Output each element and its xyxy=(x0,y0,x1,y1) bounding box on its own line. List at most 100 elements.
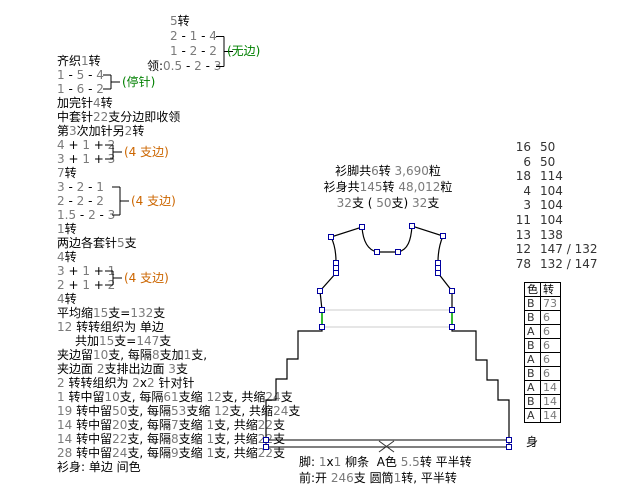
instruction-line: 衫身: 单边 间色 xyxy=(57,460,141,474)
neck-shaping-line: 2 - 1 - 4 xyxy=(170,29,217,43)
instruction-line: 1转 xyxy=(57,222,77,236)
rounds-stitch-row: 4 104 xyxy=(505,184,597,199)
instruction-line: 齐织1转 xyxy=(57,54,101,68)
instruction-line: 2 - 2 - 2 xyxy=(57,194,104,208)
rounds-stitch-row: 3 104 xyxy=(505,198,597,213)
instruction-line: 加完针4转 xyxy=(57,96,113,110)
piece-totals-line: 衫脚共6转 3,690粒 xyxy=(335,164,441,178)
rounds-stitch-row: 11 104 xyxy=(505,213,597,228)
node-marker[interactable] xyxy=(374,249,380,255)
node-marker[interactable] xyxy=(435,265,441,271)
color-table-row: A 14 xyxy=(524,408,561,423)
node-marker[interactable] xyxy=(319,307,325,313)
rounds-cell: 6 xyxy=(540,352,561,367)
instruction-line: 1 - 5 - 4 xyxy=(57,68,104,82)
instruction-line: 12 转转组织为 单边 xyxy=(57,320,164,334)
selection-markers xyxy=(263,223,512,450)
rounds-value: 11 xyxy=(515,212,531,227)
stitches-value: 138 xyxy=(540,227,563,242)
node-marker[interactable] xyxy=(319,324,325,330)
color-table-header-row: 色 转 xyxy=(524,282,561,297)
rounds-cell: 6 xyxy=(540,366,561,381)
stitches-value: 104 xyxy=(540,198,563,213)
rounds-column-header: 转 xyxy=(540,282,561,297)
node-marker[interactable] xyxy=(409,223,415,229)
rounds-stitch-row: 18 114 xyxy=(505,169,597,184)
node-marker[interactable] xyxy=(263,437,269,443)
stop-needle-bracket xyxy=(103,74,120,90)
node-marker[interactable] xyxy=(506,444,512,450)
rounds-value: 16 xyxy=(515,140,531,154)
node-marker[interactable] xyxy=(263,444,269,450)
node-marker[interactable] xyxy=(449,324,455,330)
instruction-line: 14 转中留20支, 每隔7支缩 1支, 共缩22支 xyxy=(57,418,286,432)
edge4-annotation-b: (4 支边) xyxy=(131,194,176,208)
node-marker[interactable] xyxy=(435,260,441,266)
rounds-value: 6 xyxy=(523,154,531,169)
stitches-value: 147 / 132 xyxy=(540,242,598,257)
garment-outline xyxy=(265,225,510,440)
neck-bracket xyxy=(216,36,233,67)
instruction-line: 7转 xyxy=(57,166,77,180)
node-marker[interactable] xyxy=(333,270,339,276)
node-marker[interactable] xyxy=(440,233,446,239)
instruction-line: 4转 xyxy=(57,292,77,306)
color-cell: A xyxy=(524,380,541,395)
rounds-stitch-row: 12 147 / 132 xyxy=(505,242,598,257)
rounds-value: 12 xyxy=(515,242,531,257)
node-marker[interactable] xyxy=(449,307,455,313)
node-marker[interactable] xyxy=(506,437,512,443)
instruction-line: 两边各套针5支 xyxy=(57,236,137,250)
node-marker[interactable] xyxy=(328,234,334,240)
piece-totals-line: 衫身共145转 48,012粒 xyxy=(323,180,453,194)
node-marker[interactable] xyxy=(435,270,441,276)
color-sequence-table: 色 转 B 73 B 6 A 6 B 6 A 6 B 6 A 14 B 14 A 14 xyxy=(524,282,561,423)
color-cell: B xyxy=(524,338,541,353)
instruction-line: 2 转转组织为 2x2 针对针 xyxy=(57,376,195,390)
node-marker[interactable] xyxy=(359,224,365,230)
instruction-line: 第3次加针另2转 xyxy=(57,124,145,138)
instruction-line: 1.5 - 2 - 3 xyxy=(57,208,116,222)
rounds-value: 4 xyxy=(523,183,531,198)
edge4-bracket-b xyxy=(112,186,129,216)
node-marker[interactable] xyxy=(317,288,323,294)
node-marker[interactable] xyxy=(395,249,401,255)
instruction-line: 14 转中留22支, 每隔8支缩 1支, 共缩22支 xyxy=(57,432,286,446)
rounds-cell: 73 xyxy=(540,296,561,311)
instruction-line: 夹边留10支, 每隔8支加1支, xyxy=(57,348,208,362)
rounds-value: 78 xyxy=(515,256,531,271)
body-section-label: 身 xyxy=(526,435,539,449)
piece-totals-line: 32支 ( 50支) 32支 xyxy=(336,196,440,210)
node-marker[interactable] xyxy=(333,260,339,266)
node-marker[interactable] xyxy=(449,288,455,294)
piece-totals: 衫脚共6转 3,690粒 衫身共145转 48,012粒 32支 ( 50支) 32… xyxy=(297,163,479,211)
instruction-line: 28 转中留24支, 每隔9支缩 1支, 共缩22支 xyxy=(57,446,286,460)
color-cell: A xyxy=(524,352,541,367)
edge4-bracket-a xyxy=(105,144,122,160)
rounds-cell: 6 xyxy=(540,324,561,339)
color-cell: B xyxy=(524,310,541,325)
waist-side-segments xyxy=(321,310,453,327)
edge4-annotation-a: (4 支边) xyxy=(124,145,169,159)
stitches-value: 104 xyxy=(540,212,563,227)
neck-shaping-line: 1 - 2 - 2 xyxy=(170,44,217,58)
instruction-line: 19 转中留50支, 每隔53支缩 12支, 共缩24支 xyxy=(57,404,301,418)
rounds-cell: 14 xyxy=(540,380,561,395)
rounds-cell: 14 xyxy=(540,394,561,409)
node-marker[interactable] xyxy=(333,265,339,271)
waist-guide-lines xyxy=(323,309,451,328)
rounds-value: 18 xyxy=(515,169,531,184)
color-cell: B xyxy=(524,366,541,381)
hem-notes: 脚: 1x1 柳条 A色 5.5转 平半转 前:开 246支 圆筒1转, 平半转 xyxy=(299,454,472,486)
rounds-value: 3 xyxy=(523,198,531,213)
color-cell: A xyxy=(524,408,541,423)
instruction-line: 3 - 2 - 1 xyxy=(57,180,104,194)
color-table-row: B 73 xyxy=(524,296,561,311)
stitches-value: 50 xyxy=(540,154,556,169)
instruction-line: 夹边面 2支排出边面 3支 xyxy=(57,362,188,376)
instruction-line: 平均缩15支=132支 xyxy=(57,306,166,320)
